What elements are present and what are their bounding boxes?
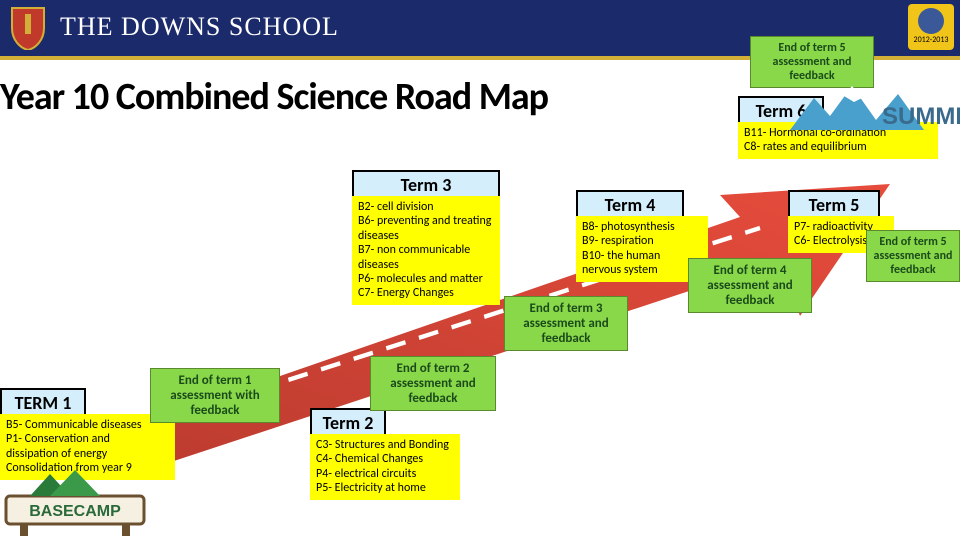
term2-topics: C3- Structures and Bonding C4- Chemical …: [310, 434, 460, 500]
assessment5: End of term 5 assessment and feedback: [866, 230, 960, 282]
school-name: THE DOWNS SCHOOL: [60, 12, 339, 42]
assessment3: End of term 3 assessment and feedback: [504, 296, 628, 351]
school-shield-logo: [10, 6, 46, 50]
summit-sign: SUMMIT: [790, 80, 960, 140]
basecamp-sign: BASECAMP: [0, 466, 150, 536]
ofsted-badge: 2012-2013: [908, 4, 954, 50]
assessment1: End of term 1 assessment with feedback: [150, 368, 280, 423]
page-title: Year 10 Combined Science Road Map: [0, 74, 548, 120]
assessment2: End of term 2 assessment and feedback: [370, 356, 496, 411]
basecamp-text: BASECAMP: [29, 503, 121, 520]
assessment4: End of term 4 assessment and feedback: [688, 258, 812, 313]
summit-text: SUMMIT: [882, 103, 960, 130]
ofsted-year: 2012-2013: [914, 35, 949, 45]
term3-topics: B2- cell division B6- preventing and tre…: [352, 196, 500, 305]
